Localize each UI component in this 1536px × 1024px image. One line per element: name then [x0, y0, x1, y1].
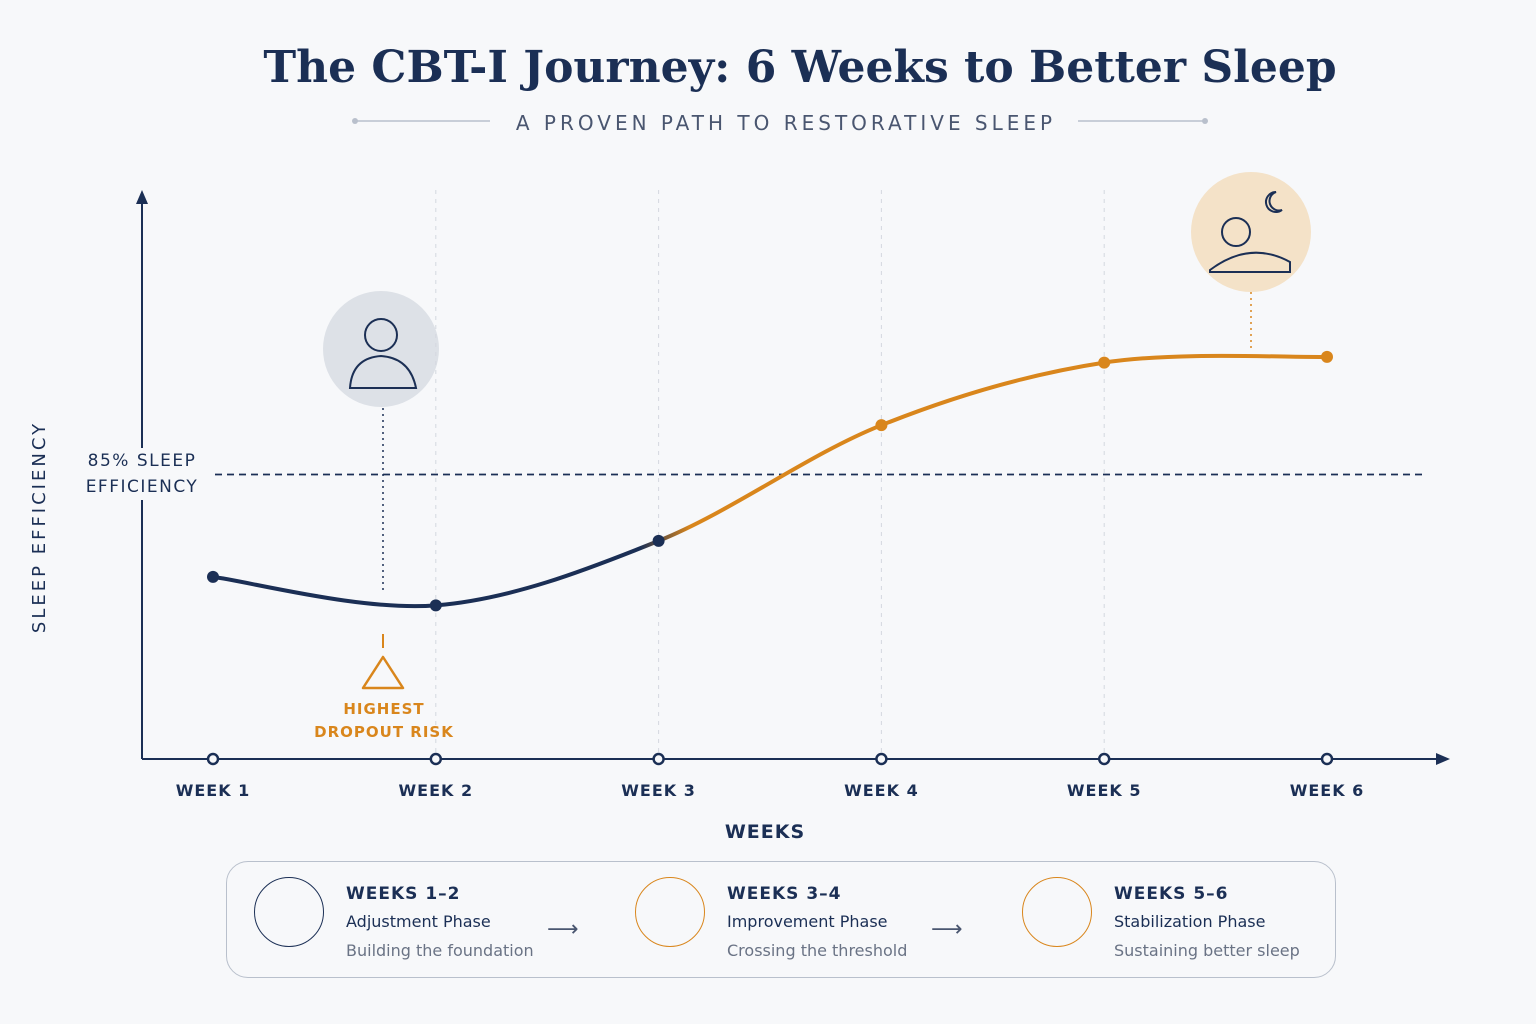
x-tick-label: WEEK 1	[176, 781, 251, 800]
x-tick	[429, 752, 443, 766]
tired-icon	[323, 291, 439, 407]
phase: WEEKS 5–6 Stabilization Phase Sustaining…	[1022, 877, 1300, 966]
phase-weeks: WEEKS 1–2	[346, 884, 461, 904]
x-axis-label: WEEKS	[725, 821, 805, 843]
phase-desc: Crossing the threshold	[727, 941, 908, 960]
x-tick	[1320, 752, 1334, 766]
phase-icon	[635, 877, 705, 947]
arrow: ⟶	[547, 917, 579, 942]
x-tick	[1097, 752, 1111, 766]
x-tick-label: WEEK 4	[844, 781, 919, 800]
y-axis-label: SLEEP EFFICIENCY	[29, 421, 50, 633]
warning-icon	[361, 655, 405, 690]
point	[1321, 350, 1333, 363]
chart-title: The CBT-I Journey: 6 Weeks to Better Sle…	[263, 42, 1336, 93]
x-tick	[206, 752, 220, 766]
arrow: ⟶	[931, 917, 963, 942]
phase-name: Adjustment Phase	[346, 912, 491, 931]
icon-stroke	[364, 318, 398, 352]
phase: WEEKS 3–4 Improvement Phase Crossing the…	[635, 877, 908, 966]
x-tick-label: WEEK 3	[621, 781, 696, 800]
point	[652, 534, 665, 547]
x-tick-label: WEEK 2	[398, 781, 473, 800]
icon-stroke	[1265, 191, 1283, 213]
point	[429, 599, 442, 612]
phase-weeks: WEEKS 3–4	[727, 884, 842, 904]
phase-desc: Building the foundation	[346, 941, 534, 960]
phase-weeks: WEEKS 5–6	[1114, 884, 1229, 904]
phase-name: Improvement Phase	[727, 912, 888, 931]
deco-dot	[352, 118, 358, 124]
phase-icon	[1022, 877, 1092, 947]
x-tick	[875, 752, 888, 766]
axis-arrow	[136, 190, 148, 204]
point	[1098, 356, 1111, 369]
phase-panel: WEEKS 1–2 Adjustment Phase Building the …	[226, 861, 1336, 978]
phase-name: Stabilization Phase	[1114, 912, 1266, 931]
chart-subtitle: A PROVEN PATH TO RESTORATIVE SLEEP	[516, 111, 1056, 135]
line	[211, 353, 1329, 609]
icon-stroke	[1221, 217, 1251, 247]
icon-stroke	[348, 354, 418, 389]
deco-dot	[1202, 118, 1208, 124]
x-tick-label: WEEK 5	[1067, 781, 1142, 800]
annotation: HIGHEST DROPOUT RISK	[314, 700, 454, 741]
threshold-label: 85% SLEEP EFFICIENCY	[72, 448, 212, 500]
phase-desc: Sustaining better sleep	[1114, 941, 1300, 960]
icon-stroke	[1209, 251, 1291, 273]
x-tick	[652, 752, 665, 766]
x-tick-label: WEEK 6	[1290, 781, 1365, 800]
phase-icon	[254, 877, 324, 947]
point	[207, 570, 219, 583]
point	[875, 419, 888, 432]
phase: WEEKS 1–2 Adjustment Phase Building the …	[254, 877, 534, 966]
axis-arrow	[1436, 753, 1450, 765]
